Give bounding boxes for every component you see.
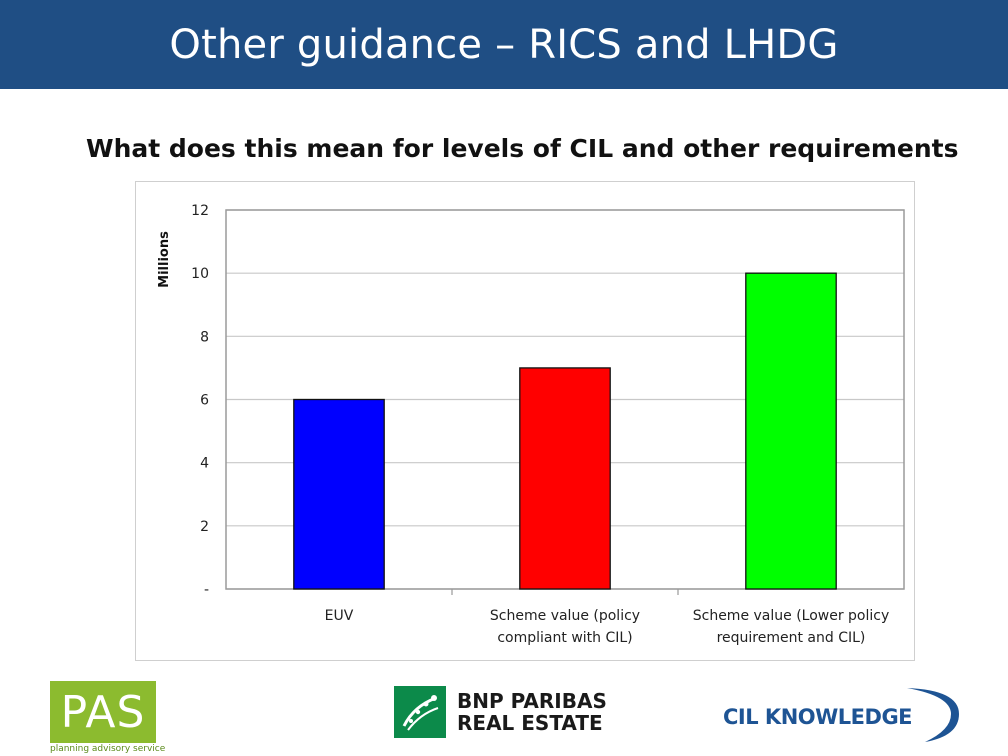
page-title: Other guidance – RICS and LHDG bbox=[169, 21, 839, 68]
y-tick-label: 6 bbox=[200, 393, 209, 409]
bnp-paribas-logo: BNP PARIBAS REAL ESTATE bbox=[457, 690, 607, 734]
footer-logos: PAS planning advisory service BNP PARIBA… bbox=[0, 670, 1008, 756]
y-tick-label: - bbox=[204, 582, 209, 598]
bar bbox=[293, 398, 385, 590]
pas-logo: PAS bbox=[50, 681, 156, 743]
y-tick-label: 8 bbox=[200, 329, 209, 345]
chart-frame: - 2 4 6 8 10 12 Millions EUV Scheme value (policy… bbox=[135, 181, 915, 661]
y-tick-label: 10 bbox=[191, 266, 209, 282]
x-tick-label: EUV bbox=[325, 608, 354, 624]
y-axis-label: Millions bbox=[157, 231, 172, 288]
swoosh-icon bbox=[907, 688, 959, 742]
x-tick-label: compliant with CIL) bbox=[497, 630, 632, 646]
y-tick-label: 4 bbox=[200, 456, 209, 472]
cil-knowledge-logo: CIL KNOWLEDGE bbox=[723, 705, 913, 729]
y-tick-label: 12 bbox=[191, 203, 209, 219]
bar-chart: - 2 4 6 8 10 12 Millions EUV Scheme value (policy… bbox=[157, 203, 905, 646]
bnp-line1: BNP PARIBAS bbox=[457, 689, 607, 713]
x-tick-label: requirement and CIL) bbox=[717, 630, 866, 646]
bnp-paribas-logo-icon bbox=[394, 686, 446, 738]
x-tick-label: Scheme value (Lower policy bbox=[693, 608, 890, 624]
pas-tagline: planning advisory service bbox=[50, 744, 166, 754]
slide-subtitle: What does this mean for levels of CIL an… bbox=[86, 134, 959, 163]
y-tick-label: 2 bbox=[200, 519, 209, 535]
bar bbox=[519, 367, 611, 590]
bnp-line2: REAL ESTATE bbox=[457, 711, 603, 735]
title-bar: Other guidance – RICS and LHDG bbox=[0, 0, 1008, 89]
x-tick-label: Scheme value (policy bbox=[490, 608, 640, 624]
bar bbox=[745, 272, 837, 590]
